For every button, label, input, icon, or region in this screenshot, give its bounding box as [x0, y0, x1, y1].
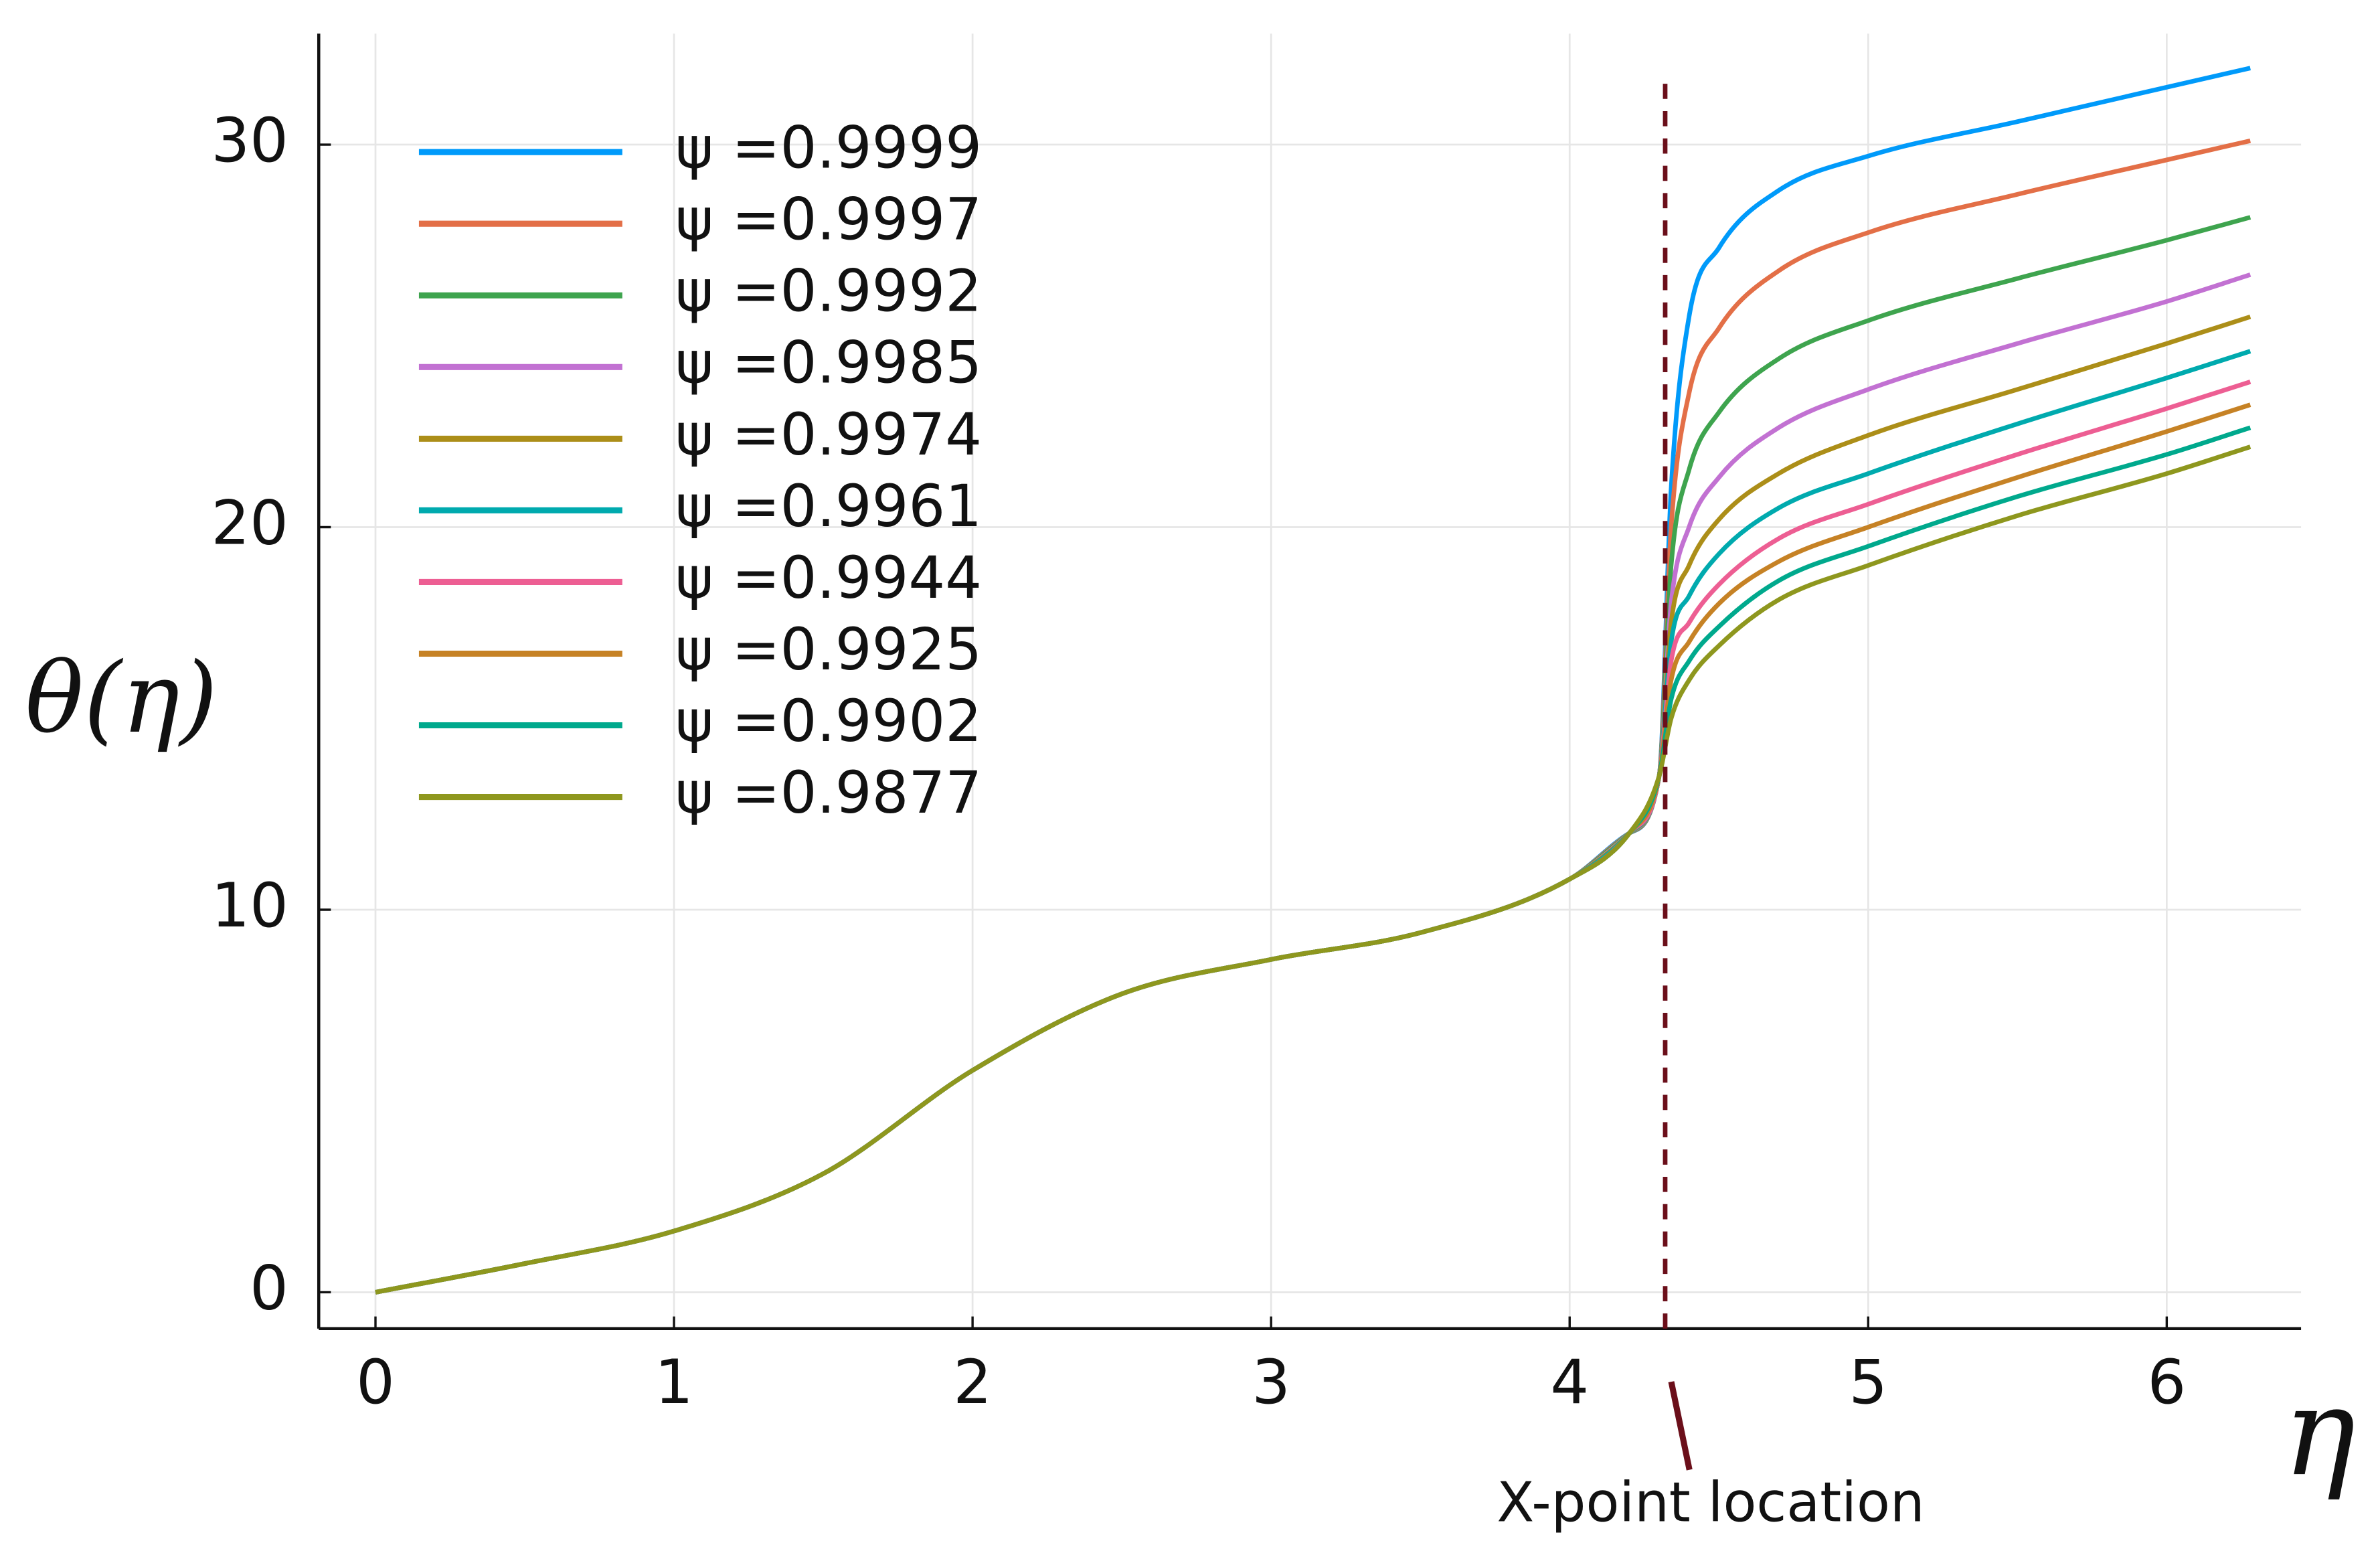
x-tick-label: 1: [655, 1348, 693, 1418]
legend-label: ψ =0.9974: [675, 402, 982, 469]
y-axis-label: θ(η): [25, 642, 218, 755]
line-series: [375, 138, 2251, 1295]
legend-label: ψ =0.9999: [675, 115, 982, 182]
x-tick-label: 3: [1252, 1348, 1290, 1418]
annotation-pointer: [1668, 1381, 1693, 1471]
y-tick-label: 10: [211, 871, 288, 941]
x-tick-label: 4: [1550, 1348, 1589, 1418]
legend-label: ψ =0.9961: [675, 473, 982, 540]
legend-label: ψ =0.9944: [675, 545, 982, 612]
annotation: X-point location: [1497, 1471, 1924, 1535]
legend-label: ψ =0.9992: [675, 258, 982, 325]
x-tick-label: 2: [953, 1348, 992, 1418]
line-series: [375, 402, 2251, 1295]
x-tick-label: 6: [2147, 1348, 2186, 1418]
line-series: [375, 380, 2251, 1295]
line-series: [375, 215, 2251, 1295]
x-axis-label: η: [2283, 1362, 2356, 1503]
y-tick-label: 30: [211, 106, 288, 176]
x-tick-label: 5: [1849, 1348, 1887, 1418]
y-tick-label: 20: [211, 488, 288, 558]
line-series: [375, 66, 2251, 1295]
legend-label: ψ =0.9877: [675, 760, 982, 827]
legend-label: ψ =0.9997: [675, 187, 982, 254]
line-series: [375, 272, 2251, 1295]
legend-label: ψ =0.9985: [675, 330, 982, 397]
line-series: [375, 314, 2251, 1295]
y-tick-label: 0: [250, 1253, 288, 1323]
line-series: [375, 425, 2251, 1295]
legend-label: ψ =0.9925: [675, 617, 982, 683]
x-tick-label: 0: [356, 1348, 395, 1418]
legend-label: ψ =0.9902: [675, 688, 982, 755]
line-series: [375, 444, 2251, 1295]
